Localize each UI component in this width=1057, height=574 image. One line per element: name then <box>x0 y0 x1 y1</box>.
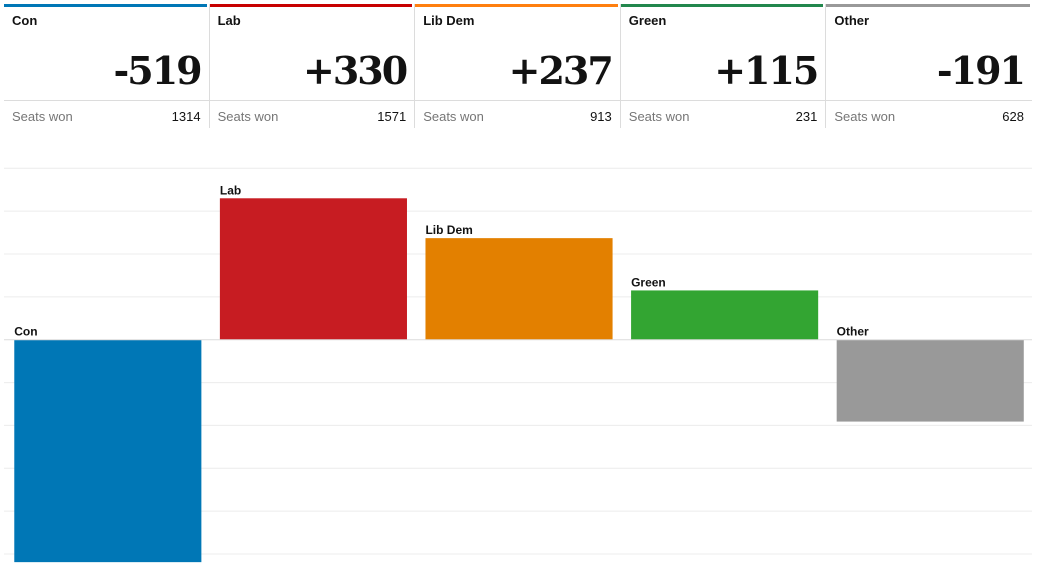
bar-label: Lab <box>220 183 241 197</box>
card-party-name: Lib Dem <box>423 13 475 28</box>
card-seats-row: Seats won 913 <box>415 100 620 128</box>
card-party-name: Lab <box>217 13 241 28</box>
card-seats-row: Seats won 1314 <box>4 100 209 128</box>
card-seat-change: -519 <box>113 48 203 93</box>
seats-won-label: Seats won <box>423 109 484 124</box>
bar-con <box>14 339 202 563</box>
card-green: Green +115 Seats won 231 <box>620 4 827 128</box>
bar-label: Other <box>837 325 869 339</box>
bar-label: Con <box>14 325 37 339</box>
card-seats-row: Seats won 1571 <box>209 100 415 128</box>
bar-other <box>836 339 1024 422</box>
seats-won-value: 1314 <box>171 109 201 124</box>
seats-won-label: Seats won <box>834 109 896 124</box>
seats-won-label: Seats won <box>628 109 690 124</box>
card-party-name: Other <box>834 13 870 28</box>
seats-won-value: 913 <box>590 109 612 124</box>
summary-cards: Con -519 Seats won 1314 Lab +330 Seats w… <box>4 4 1032 128</box>
card-color-bar <box>4 4 207 7</box>
card-lab: Lab +330 Seats won 1571 <box>209 4 416 128</box>
seats-won-value: 628 <box>1002 109 1024 124</box>
card-party-name: Green <box>628 13 667 28</box>
seats-won-value: 231 <box>795 109 818 124</box>
bar-label: Green <box>631 275 666 289</box>
card-seat-change: +237 <box>508 48 614 93</box>
card-seat-change: -191 <box>936 48 1026 93</box>
seats-won-label: Seats won <box>217 109 279 124</box>
seats-won-label: Seats won <box>12 109 73 124</box>
card-color-bar <box>826 4 1030 7</box>
card-lib-dem: Lib Dem +237 Seats won 913 <box>415 4 621 128</box>
card-party-name: Con <box>12 13 38 28</box>
card-con: Con -519 Seats won 1314 <box>4 4 210 128</box>
bar-lib-dem <box>425 238 613 340</box>
card-other: Other -191 Seats won 628 <box>826 4 1032 128</box>
card-seats-row: Seats won 231 <box>620 100 826 128</box>
seats-won-value: 1571 <box>377 109 407 124</box>
card-color-bar <box>209 4 413 7</box>
card-seat-change: +330 <box>303 48 408 93</box>
bar-label: Lib Dem <box>425 223 472 237</box>
card-seats-row: Seats won 628 <box>826 100 1032 128</box>
card-seat-change: +115 <box>714 48 819 93</box>
card-color-bar <box>415 4 618 7</box>
bar-green <box>631 290 819 340</box>
card-color-bar <box>620 4 824 7</box>
bar-lab <box>219 198 407 340</box>
